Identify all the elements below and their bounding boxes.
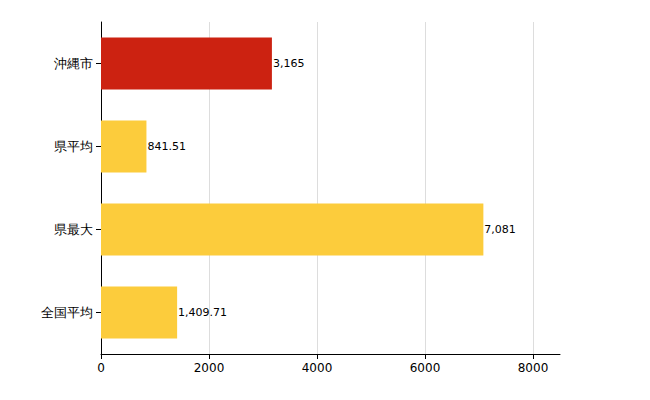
svg-text:841.51: 841.51 (147, 140, 186, 153)
svg-text:沖縄市: 沖縄市 (54, 56, 93, 71)
svg-text:1,409.71: 1,409.71 (178, 306, 227, 319)
svg-text:県平均: 県平均 (54, 139, 93, 154)
svg-text:4000: 4000 (302, 361, 333, 375)
svg-text:2000: 2000 (194, 361, 225, 375)
svg-text:全国平均: 全国平均 (41, 305, 93, 320)
svg-text:6000: 6000 (410, 361, 441, 375)
svg-text:7,081: 7,081 (484, 223, 516, 236)
svg-text:8000: 8000 (518, 361, 549, 375)
svg-text:0: 0 (97, 361, 105, 375)
svg-text:3,165: 3,165 (273, 57, 305, 70)
svg-text:県最大: 県最大 (54, 222, 93, 237)
